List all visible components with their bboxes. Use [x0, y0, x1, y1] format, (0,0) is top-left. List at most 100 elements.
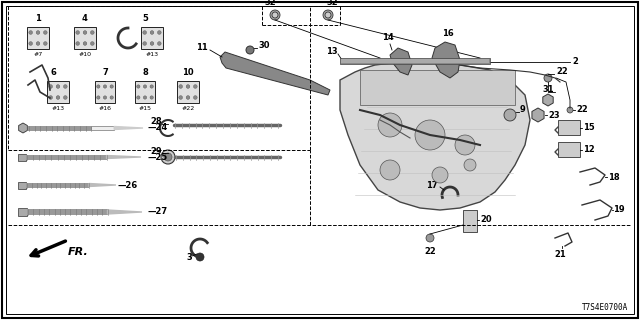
- Circle shape: [272, 12, 278, 18]
- Circle shape: [567, 107, 573, 113]
- Text: #22: #22: [181, 106, 195, 111]
- Circle shape: [44, 31, 47, 34]
- Text: #7: #7: [33, 52, 43, 57]
- Bar: [74, 27, 96, 49]
- Bar: [27, 27, 49, 49]
- Text: 23: 23: [548, 110, 559, 119]
- Text: —25: —25: [148, 153, 168, 162]
- Circle shape: [325, 12, 331, 18]
- Text: 32: 32: [326, 0, 338, 7]
- Circle shape: [415, 120, 445, 150]
- Text: #13: #13: [51, 106, 65, 111]
- Circle shape: [380, 160, 400, 180]
- Text: #15: #15: [138, 106, 152, 111]
- Circle shape: [103, 96, 107, 99]
- Circle shape: [246, 46, 254, 54]
- Text: —26: —26: [118, 180, 138, 189]
- Circle shape: [143, 31, 147, 34]
- Circle shape: [29, 31, 33, 34]
- Circle shape: [150, 85, 154, 88]
- Polygon shape: [108, 210, 142, 214]
- Circle shape: [161, 150, 175, 164]
- Circle shape: [464, 159, 476, 171]
- Circle shape: [270, 10, 280, 20]
- Circle shape: [44, 42, 47, 45]
- Text: —24: —24: [148, 124, 168, 132]
- Text: #16: #16: [99, 106, 111, 111]
- Text: 12: 12: [583, 146, 595, 155]
- Circle shape: [150, 31, 154, 34]
- Circle shape: [97, 85, 100, 88]
- Bar: [463, 210, 477, 232]
- Circle shape: [110, 85, 113, 88]
- Polygon shape: [432, 42, 460, 78]
- Circle shape: [179, 85, 182, 88]
- Polygon shape: [220, 52, 330, 95]
- Polygon shape: [115, 126, 143, 130]
- Circle shape: [83, 42, 87, 45]
- Circle shape: [97, 96, 100, 99]
- Circle shape: [186, 85, 190, 88]
- Text: #10: #10: [79, 52, 92, 57]
- Circle shape: [76, 31, 79, 34]
- Text: 32: 32: [264, 0, 276, 7]
- Text: 5: 5: [142, 14, 148, 23]
- Text: 9: 9: [520, 106, 525, 115]
- Circle shape: [29, 42, 33, 45]
- Polygon shape: [106, 156, 141, 158]
- Circle shape: [63, 85, 67, 88]
- Polygon shape: [390, 48, 412, 75]
- Text: T7S4E0700A: T7S4E0700A: [582, 303, 628, 312]
- Circle shape: [150, 42, 154, 45]
- Polygon shape: [543, 94, 553, 106]
- Circle shape: [137, 85, 140, 88]
- Bar: [95, 81, 115, 103]
- Text: —27: —27: [148, 207, 168, 217]
- Circle shape: [157, 31, 161, 34]
- Circle shape: [49, 96, 52, 99]
- Circle shape: [56, 96, 60, 99]
- Circle shape: [150, 96, 154, 99]
- Circle shape: [186, 96, 190, 99]
- Circle shape: [455, 135, 475, 155]
- Bar: [135, 81, 155, 103]
- Text: 10: 10: [182, 68, 194, 77]
- Circle shape: [36, 42, 40, 45]
- Text: 8: 8: [142, 68, 148, 77]
- Bar: [141, 27, 163, 49]
- Circle shape: [143, 42, 147, 45]
- Circle shape: [103, 85, 107, 88]
- Text: 19: 19: [613, 205, 625, 214]
- Text: 28: 28: [150, 117, 162, 126]
- Circle shape: [196, 253, 204, 261]
- Polygon shape: [89, 183, 116, 187]
- Text: 21: 21: [554, 250, 566, 259]
- Text: 3: 3: [186, 253, 192, 262]
- Circle shape: [137, 96, 140, 99]
- Circle shape: [83, 31, 87, 34]
- Circle shape: [193, 85, 197, 88]
- Text: 20: 20: [480, 215, 492, 225]
- Polygon shape: [340, 62, 530, 210]
- Bar: [177, 81, 199, 103]
- Circle shape: [36, 31, 40, 34]
- Text: #13: #13: [145, 52, 159, 57]
- Circle shape: [378, 113, 402, 137]
- Circle shape: [143, 96, 147, 99]
- Circle shape: [90, 31, 94, 34]
- Text: 15: 15: [583, 124, 595, 132]
- Text: 14: 14: [382, 33, 394, 42]
- Circle shape: [76, 42, 79, 45]
- Circle shape: [179, 96, 182, 99]
- Circle shape: [323, 10, 333, 20]
- Bar: [360, 70, 515, 105]
- Circle shape: [504, 109, 516, 121]
- Text: 7: 7: [102, 68, 108, 77]
- Circle shape: [90, 42, 94, 45]
- Bar: [18, 154, 26, 161]
- Text: 6: 6: [50, 68, 56, 77]
- Bar: [18, 208, 27, 216]
- Circle shape: [432, 167, 448, 183]
- Text: 30: 30: [258, 42, 269, 51]
- Text: 4: 4: [82, 14, 88, 23]
